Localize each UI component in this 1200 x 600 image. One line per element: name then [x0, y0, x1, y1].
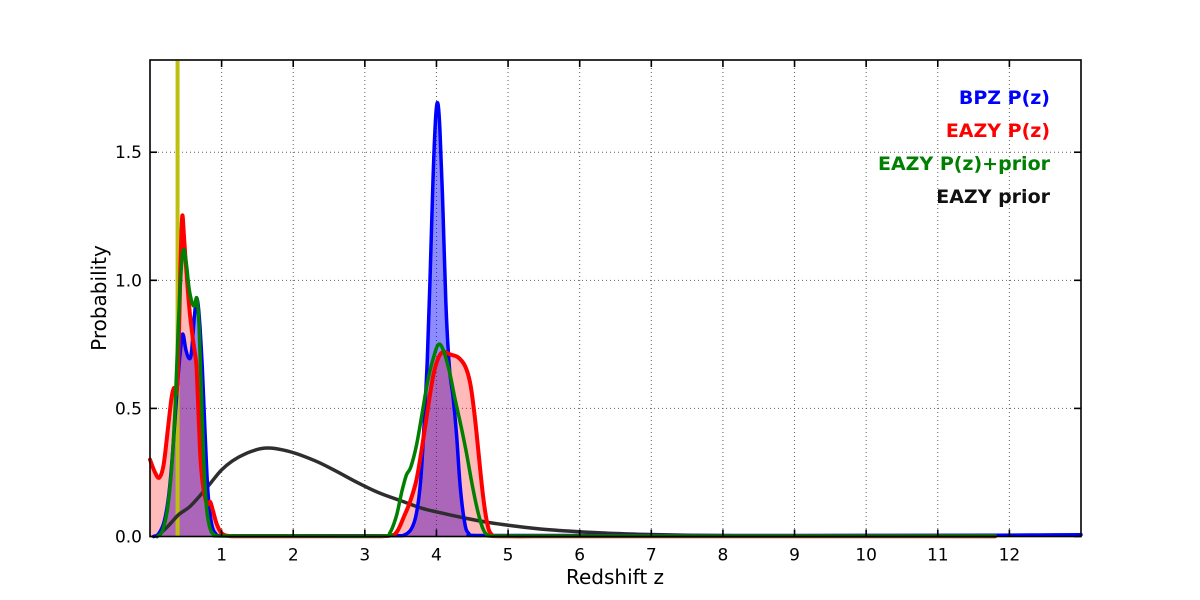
- y-tick-label: 1.5: [115, 143, 142, 163]
- legend-item-eazy-prior: EAZY prior: [936, 186, 1050, 208]
- legend-item-bpz-pz: BPZ P(z): [958, 87, 1050, 109]
- x-tick-label: 4: [431, 546, 442, 566]
- y-tick-label: 0.0: [115, 528, 142, 548]
- x-tick-label: 1: [216, 546, 227, 566]
- series-line-eazy-p-z-prior: [155, 247, 997, 539]
- x-tick-label: 9: [789, 546, 800, 566]
- series-line-bpz-p-z-: [151, 100, 1083, 539]
- legend-item-eazy-pz: EAZY P(z): [945, 120, 1050, 142]
- x-tick-label: 5: [503, 546, 514, 566]
- y-axis-label: Probability: [87, 245, 111, 351]
- x-tick-label: 11: [927, 546, 949, 566]
- x-tick-label: 8: [718, 546, 729, 566]
- plot-frame: [149, 59, 1082, 538]
- y-tick-label: 0.5: [115, 399, 142, 419]
- legend-item-eazy-pz-prior: EAZY P(z)+prior: [877, 153, 1050, 175]
- x-tick-label: 2: [288, 546, 299, 566]
- x-tick-label: 7: [646, 546, 657, 566]
- y-tick-label: 1.0: [115, 271, 142, 291]
- x-axis-label: Redshift z: [565, 565, 665, 589]
- legend: BPZ P(z) EAZY P(z) EAZY P(z)+prior EAZY …: [878, 82, 1050, 214]
- x-tick-label: 3: [359, 546, 370, 566]
- x-tick-label: 10: [855, 546, 877, 566]
- x-tick-label: 12: [999, 546, 1021, 566]
- x-tick-label: 6: [574, 546, 585, 566]
